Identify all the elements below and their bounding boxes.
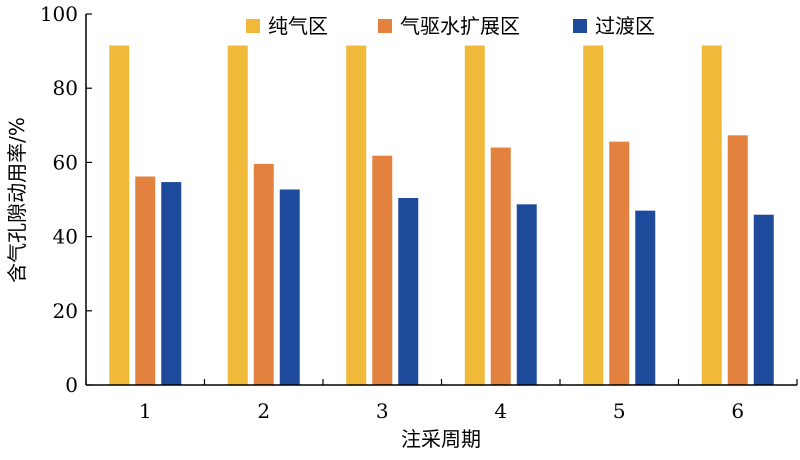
bar-2-cat-4 xyxy=(490,147,511,385)
bar-1-cat-2 xyxy=(227,45,248,385)
legend-swatch-1 xyxy=(246,19,260,33)
y-tick-label: 80 xyxy=(53,76,78,100)
y-tick-label: 20 xyxy=(53,299,78,323)
bar-1-cat-3 xyxy=(346,45,367,385)
y-tick-label: 100 xyxy=(40,2,78,26)
bar-1-cat-1 xyxy=(109,45,130,385)
y-tick-label: 60 xyxy=(53,150,78,174)
bar-3-cat-4 xyxy=(516,204,537,385)
x-ticks: 1 2 3 4 5 6 xyxy=(85,379,798,423)
x-tick-label: 2 xyxy=(257,399,270,423)
bar-1-cat-6 xyxy=(701,45,722,385)
bar-1-cat-5 xyxy=(583,45,604,385)
legend-label-3: 过渡区 xyxy=(595,14,655,38)
legend-label-1: 纯气区 xyxy=(268,14,328,38)
legend: 纯气区 气驱水扩展区 过渡区 xyxy=(246,14,655,38)
x-tick-label: 5 xyxy=(613,399,626,423)
y-tick-label: 40 xyxy=(53,225,78,249)
bar-3-cat-2 xyxy=(279,189,300,385)
bar-3-cat-6 xyxy=(753,214,774,385)
bar-2-cat-5 xyxy=(609,141,630,385)
x-axis-title: 注采周期 xyxy=(401,427,481,451)
bar-3-cat-3 xyxy=(398,198,419,385)
bar-2-cat-1 xyxy=(135,176,156,385)
bar-1-cat-4 xyxy=(464,45,485,385)
bar-2-cat-6 xyxy=(727,135,748,385)
legend-label-2: 气驱水扩展区 xyxy=(400,14,520,38)
y-axis-title: 含气孔隙动用率/% xyxy=(5,117,29,283)
y-tick-label: 0 xyxy=(65,373,78,397)
bars-layer xyxy=(109,45,774,385)
x-tick-label: 4 xyxy=(494,399,507,423)
y-ticks: 0 20 40 60 80 100 xyxy=(40,2,92,397)
x-tick-label: 6 xyxy=(731,399,744,423)
x-tick-label: 3 xyxy=(376,399,389,423)
x-tick-label: 1 xyxy=(139,399,152,423)
bar-2-cat-2 xyxy=(253,163,274,385)
bar-3-cat-5 xyxy=(635,210,656,385)
bar-2-cat-3 xyxy=(372,155,393,385)
legend-swatch-3 xyxy=(573,19,587,33)
bar-3-cat-1 xyxy=(161,182,182,385)
legend-swatch-2 xyxy=(378,19,392,33)
